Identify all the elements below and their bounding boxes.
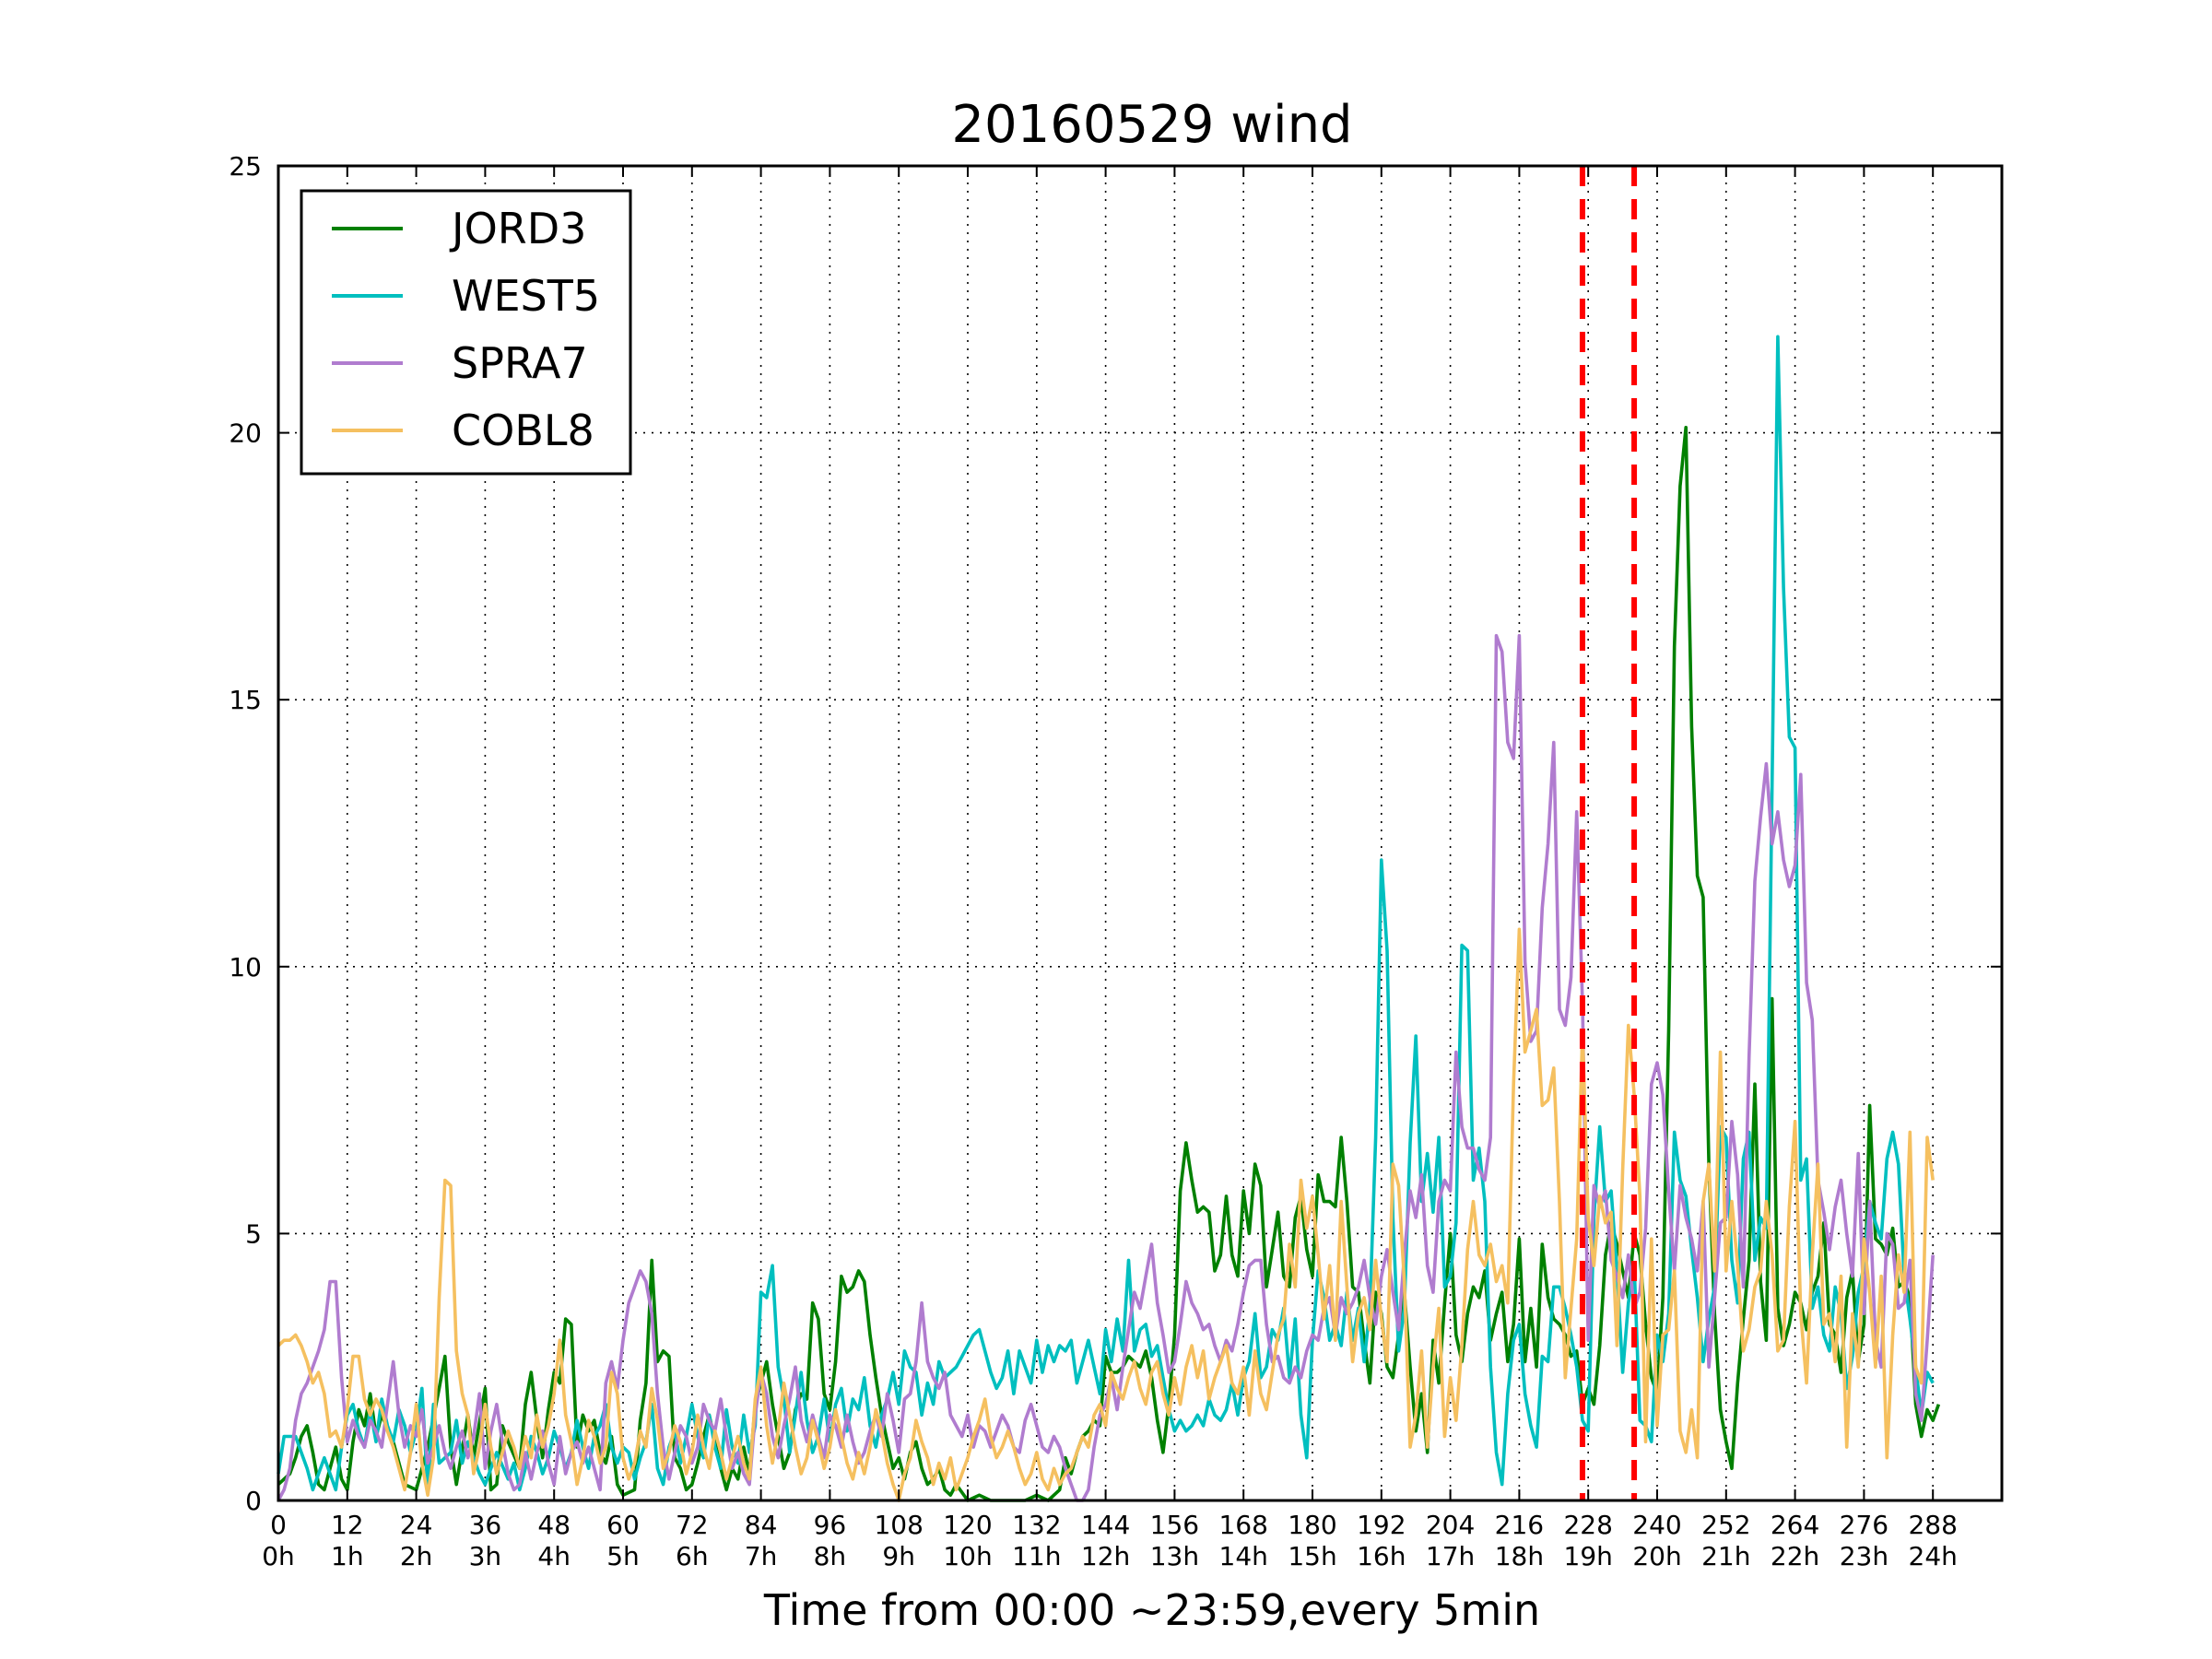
x-tick-label: 132	[1012, 1510, 1061, 1540]
x-tick-label: 120	[943, 1510, 992, 1540]
x-tick-sublabel: 13h	[1150, 1541, 1199, 1571]
x-tick-sublabel: 24h	[1909, 1541, 1958, 1571]
x-tick-label: 288	[1908, 1510, 1957, 1540]
x-tick-sublabel: 15h	[1288, 1541, 1336, 1571]
y-tick-label: 5	[245, 1218, 262, 1249]
x-tick-label: 108	[874, 1510, 923, 1540]
x-tick-sublabel: 16h	[1357, 1541, 1406, 1571]
x-tick-sublabel: 22h	[1771, 1541, 1819, 1571]
x-tick-sublabel: 5h	[606, 1541, 640, 1571]
x-tick-sublabel: 17h	[1426, 1541, 1475, 1571]
x-tick-sublabel: 2h	[400, 1541, 433, 1571]
x-tick-sublabel: 9h	[882, 1541, 915, 1571]
x-axis-label: Time from 00:00 ~23:59,every 5min	[763, 1585, 1540, 1635]
legend-box	[300, 189, 632, 476]
x-tick-label: 240	[1632, 1510, 1681, 1540]
y-tick-label: 20	[229, 418, 262, 449]
x-tick-sublabel: 21h	[1701, 1541, 1750, 1571]
y-tick-label: 0	[245, 1486, 262, 1516]
x-tick-label: 144	[1081, 1510, 1130, 1540]
reference-lines	[1579, 166, 1638, 1500]
plot-frame	[276, 164, 2004, 1502]
x-tick-label: 216	[1495, 1510, 1544, 1540]
y-tick-label: 15	[229, 685, 262, 715]
y-tick-label: 25	[229, 151, 262, 182]
x-tick-sublabel: 10h	[943, 1541, 992, 1571]
x-tick-sublabel: 0h	[262, 1541, 295, 1571]
x-tick-label: 228	[1563, 1510, 1612, 1540]
x-tick-sublabel: 1h	[331, 1541, 364, 1571]
x-tick-label: 60	[606, 1510, 640, 1540]
x-tick-sublabel: 8h	[814, 1541, 847, 1571]
x-tick-label: 180	[1288, 1510, 1336, 1540]
x-tick-label: 168	[1218, 1510, 1267, 1540]
x-tick-sublabel: 12h	[1081, 1541, 1130, 1571]
x-tick-label: 252	[1701, 1510, 1750, 1540]
x-tick-label: 24	[400, 1510, 433, 1540]
x-tick-label: 36	[469, 1510, 502, 1540]
x-tick-sublabel: 19h	[1564, 1541, 1613, 1571]
x-tick-sublabel: 3h	[469, 1541, 502, 1571]
x-tick-sublabel: 6h	[676, 1541, 709, 1571]
x-tick-label: 204	[1426, 1510, 1475, 1540]
x-tick-label: 84	[745, 1510, 778, 1540]
y-axis-ticks: 0 5 10 15 20 25	[229, 151, 2002, 1516]
legend-label-spra7: SPRA7	[452, 338, 588, 388]
x-tick-label: 96	[814, 1510, 847, 1540]
series-line-cobl8	[276, 927, 1935, 1502]
y-tick-label: 10	[229, 952, 262, 982]
plot-series	[276, 335, 1941, 1502]
chart-title: 20160529 wind	[951, 95, 1352, 155]
legend-label-cobl8: COBL8	[452, 406, 594, 455]
x-tick-sublabel: 23h	[1840, 1541, 1888, 1571]
x-tick-label: 156	[1150, 1510, 1199, 1540]
x-tick-label: 0	[270, 1510, 287, 1540]
x-tick-sublabel: 11h	[1012, 1541, 1061, 1571]
legend-label-jord3: JORD3	[449, 204, 586, 253]
x-tick-sublabel: 4h	[537, 1541, 571, 1571]
x-tick-label: 276	[1840, 1510, 1888, 1540]
x-tick-label: 12	[331, 1510, 364, 1540]
series-line-spra7	[276, 633, 1935, 1502]
x-tick-label: 48	[537, 1510, 571, 1540]
legend-label-west5: WEST5	[452, 271, 600, 321]
x-tick-label: 72	[676, 1510, 709, 1540]
x-tick-sublabel: 18h	[1495, 1541, 1544, 1571]
x-tick-sublabel: 20h	[1632, 1541, 1681, 1571]
legend: JORD3 WEST5 SPRA7 COBL8	[300, 189, 632, 476]
x-tick-label: 192	[1357, 1510, 1406, 1540]
x-tick-label: 264	[1771, 1510, 1819, 1540]
x-tick-sublabel: 7h	[745, 1541, 778, 1571]
x-tick-sublabel: 14h	[1219, 1541, 1268, 1571]
